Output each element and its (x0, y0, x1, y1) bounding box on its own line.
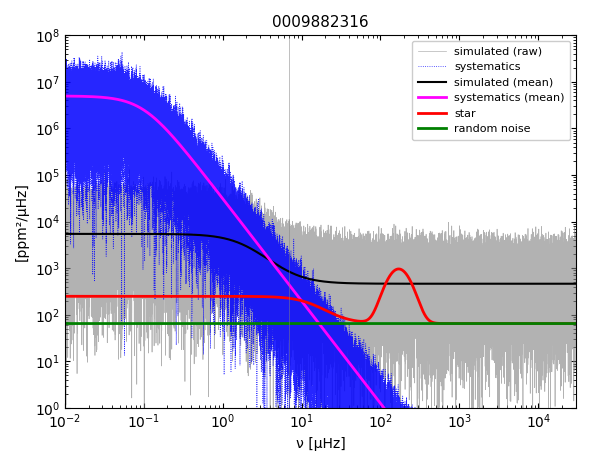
simulated (mean) (225, 237, 232, 242)
random noise (573, 321, 580, 326)
Y-axis label: [ppm²/μHz]: [ppm²/μHz] (15, 182, 29, 261)
simulated (raw) (141, 410, 148, 415)
simulated (mean) (476, 281, 483, 287)
simulated (mean) (445, 281, 452, 287)
random noise (496, 321, 503, 326)
simulated (raw) (225, 208, 232, 214)
simulated (raw) (118, 228, 125, 234)
Legend: simulated (raw), systematics, simulated (mean), systematics (mean), star, random: simulated (raw), systematics, simulated … (412, 41, 570, 140)
star (61, 294, 69, 299)
Line: simulated (mean): simulated (mean) (65, 234, 576, 284)
star (225, 294, 232, 299)
simulated (raw) (126, 167, 133, 172)
X-axis label: ν [μHz]: ν [μHz] (296, 437, 345, 451)
simulated (raw) (496, 248, 503, 254)
Line: systematics: systematics (65, 52, 428, 466)
random noise (118, 321, 125, 326)
Line: systematics (mean): systematics (mean) (65, 96, 428, 465)
star (476, 321, 483, 326)
star (514, 321, 521, 326)
simulated (raw) (476, 410, 483, 415)
random noise (225, 321, 232, 326)
star (395, 266, 402, 272)
systematics (mean) (118, 97, 125, 103)
systematics (mean) (225, 203, 232, 209)
simulated (raw) (61, 197, 69, 203)
Title: 0009882316: 0009882316 (272, 15, 369, 30)
star (573, 321, 580, 326)
simulated (raw) (445, 295, 452, 301)
systematics (61, 85, 69, 91)
Line: star: star (65, 269, 576, 323)
simulated (raw) (573, 272, 580, 278)
star (118, 294, 125, 299)
random noise (476, 321, 483, 326)
simulated (mean) (514, 281, 521, 287)
Line: simulated (raw): simulated (raw) (65, 170, 576, 412)
simulated (mean) (118, 231, 125, 237)
simulated (mean) (496, 281, 503, 287)
simulated (mean) (61, 231, 69, 237)
systematics (mean) (61, 93, 69, 99)
random noise (445, 321, 452, 326)
random noise (514, 321, 521, 326)
simulated (raw) (514, 266, 521, 272)
star (445, 321, 452, 326)
star (496, 321, 503, 326)
simulated (mean) (573, 281, 580, 287)
systematics (118, 103, 125, 109)
systematics (225, 227, 232, 233)
random noise (61, 321, 69, 326)
